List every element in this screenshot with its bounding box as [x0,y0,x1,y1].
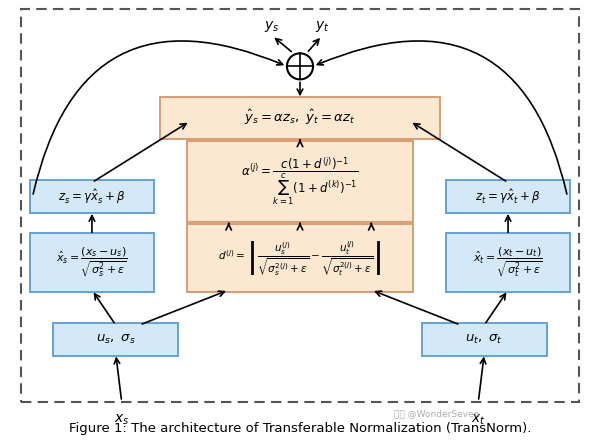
FancyBboxPatch shape [20,9,580,402]
Text: Figure 1: The architecture of Transferable Normalization (TransNorm).: Figure 1: The architecture of Transferab… [69,421,531,435]
FancyBboxPatch shape [187,141,413,222]
Text: $u_s,\ \sigma_s$: $u_s,\ \sigma_s$ [96,333,136,346]
Text: $u_t,\ \sigma_t$: $u_t,\ \sigma_t$ [466,333,503,346]
Text: $\hat{x}_s = \dfrac{(x_s - u_s)}{\sqrt{\sigma_s^2 + \epsilon}}$: $\hat{x}_s = \dfrac{(x_s - u_s)}{\sqrt{\… [56,246,128,279]
Text: 知乎 @WonderSeven: 知乎 @WonderSeven [394,409,479,419]
FancyBboxPatch shape [53,323,178,356]
Text: $x_s$: $x_s$ [114,413,130,428]
Text: $y_s$: $y_s$ [265,20,280,34]
Text: $\alpha^{(j)} = \dfrac{c(1+d^{(j)})^{-1}}{\sum_{k=1}^{c}(1+d^{(k)})^{-1}}$: $\alpha^{(j)} = \dfrac{c(1+d^{(j)})^{-1}… [241,155,359,207]
Text: $z_s = \gamma \hat{x}_s + \beta$: $z_s = \gamma \hat{x}_s + \beta$ [58,187,125,206]
Text: $x_t$: $x_t$ [471,413,485,428]
FancyBboxPatch shape [422,323,547,356]
Text: $y_t$: $y_t$ [314,20,329,34]
Text: $d^{(j)} = \left|\dfrac{u_s^{(j)}}{\sqrt{\sigma_s^{2(j)}+\epsilon}} - \dfrac{u_t: $d^{(j)} = \left|\dfrac{u_s^{(j)}}{\sqrt… [218,239,382,278]
FancyBboxPatch shape [446,180,571,213]
FancyBboxPatch shape [29,233,154,292]
Text: $\hat{x}_t = \dfrac{(x_t - u_t)}{\sqrt{\sigma_t^2 + \epsilon}}$: $\hat{x}_t = \dfrac{(x_t - u_t)}{\sqrt{\… [473,246,543,279]
FancyBboxPatch shape [187,224,413,292]
FancyBboxPatch shape [29,180,154,213]
FancyBboxPatch shape [446,233,571,292]
Text: $\hat{y}_s = \alpha z_s,\ \hat{y}_t = \alpha z_t$: $\hat{y}_s = \alpha z_s,\ \hat{y}_t = \a… [244,108,356,127]
FancyBboxPatch shape [160,97,440,139]
Text: $z_t = \gamma \hat{x}_t + \beta$: $z_t = \gamma \hat{x}_t + \beta$ [475,187,541,206]
